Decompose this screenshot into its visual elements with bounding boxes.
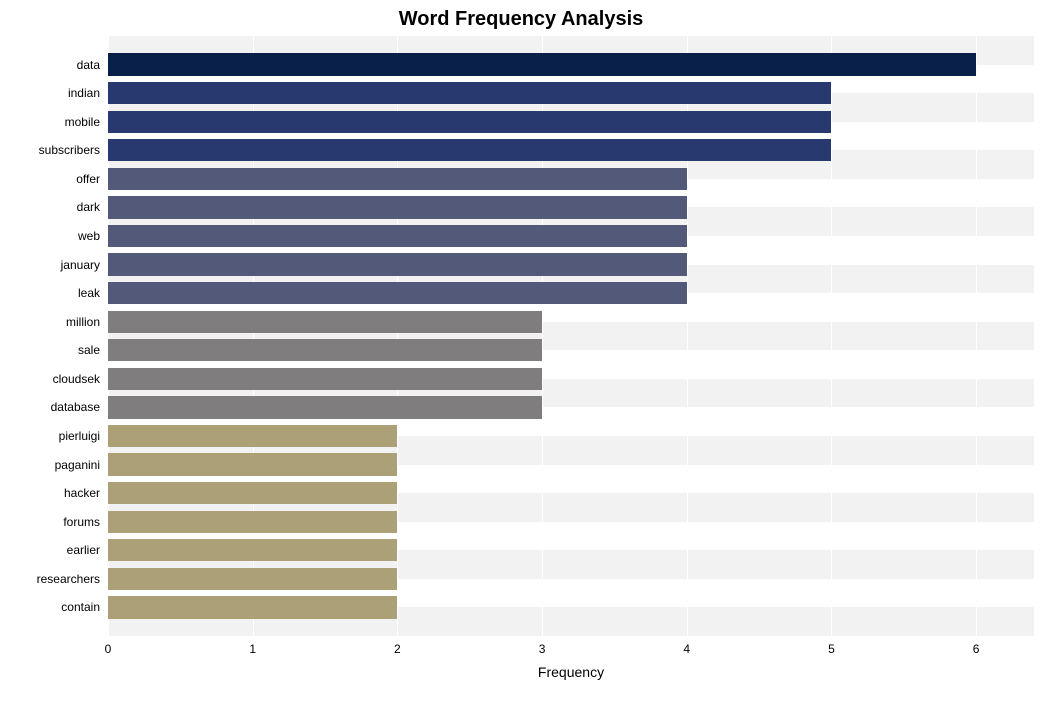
y-tick-label: leak (0, 286, 100, 300)
y-tick-label: paganini (0, 458, 100, 472)
bar (108, 568, 397, 590)
y-tick-label: earlier (0, 543, 100, 557)
y-tick-label: hacker (0, 486, 100, 500)
x-tick-label: 2 (394, 642, 401, 656)
y-tick-label: researchers (0, 572, 100, 586)
x-tick-label: 5 (828, 642, 835, 656)
x-tick-label: 1 (249, 642, 256, 656)
bar (108, 225, 687, 247)
x-tick-label: 0 (105, 642, 112, 656)
x-axis-label: Frequency (538, 664, 604, 680)
bar (108, 453, 397, 475)
bar (108, 311, 542, 333)
bar (108, 253, 687, 275)
y-tick-label: contain (0, 600, 100, 614)
bar (108, 168, 687, 190)
bar (108, 511, 397, 533)
bar (108, 82, 831, 104)
bar (108, 368, 542, 390)
plot-area (108, 36, 1034, 636)
bar (108, 111, 831, 133)
y-tick-label: dark (0, 200, 100, 214)
x-tick-label: 4 (683, 642, 690, 656)
y-tick-label: offer (0, 172, 100, 186)
y-tick-label: million (0, 315, 100, 329)
y-tick-label: subscribers (0, 143, 100, 157)
bar (108, 539, 397, 561)
bar (108, 482, 397, 504)
grid-vline (831, 36, 832, 636)
x-tick-label: 6 (973, 642, 980, 656)
bar (108, 596, 397, 618)
y-tick-label: mobile (0, 115, 100, 129)
y-tick-label: cloudsek (0, 372, 100, 386)
bar (108, 339, 542, 361)
bar (108, 425, 397, 447)
y-tick-label: forums (0, 515, 100, 529)
bar (108, 139, 831, 161)
bar (108, 53, 976, 75)
grid-vline (976, 36, 977, 636)
bar (108, 396, 542, 418)
y-tick-label: data (0, 58, 100, 72)
y-tick-label: pierluigi (0, 429, 100, 443)
y-tick-label: indian (0, 86, 100, 100)
bar (108, 196, 687, 218)
bar (108, 282, 687, 304)
y-tick-label: january (0, 258, 100, 272)
chart-container: Word Frequency Analysis Frequency data in… (0, 0, 1042, 701)
chart-title: Word Frequency Analysis (0, 8, 1042, 31)
y-tick-label: sale (0, 343, 100, 357)
y-tick-label: web (0, 229, 100, 243)
y-tick-label: database (0, 400, 100, 414)
x-tick-label: 3 (539, 642, 546, 656)
